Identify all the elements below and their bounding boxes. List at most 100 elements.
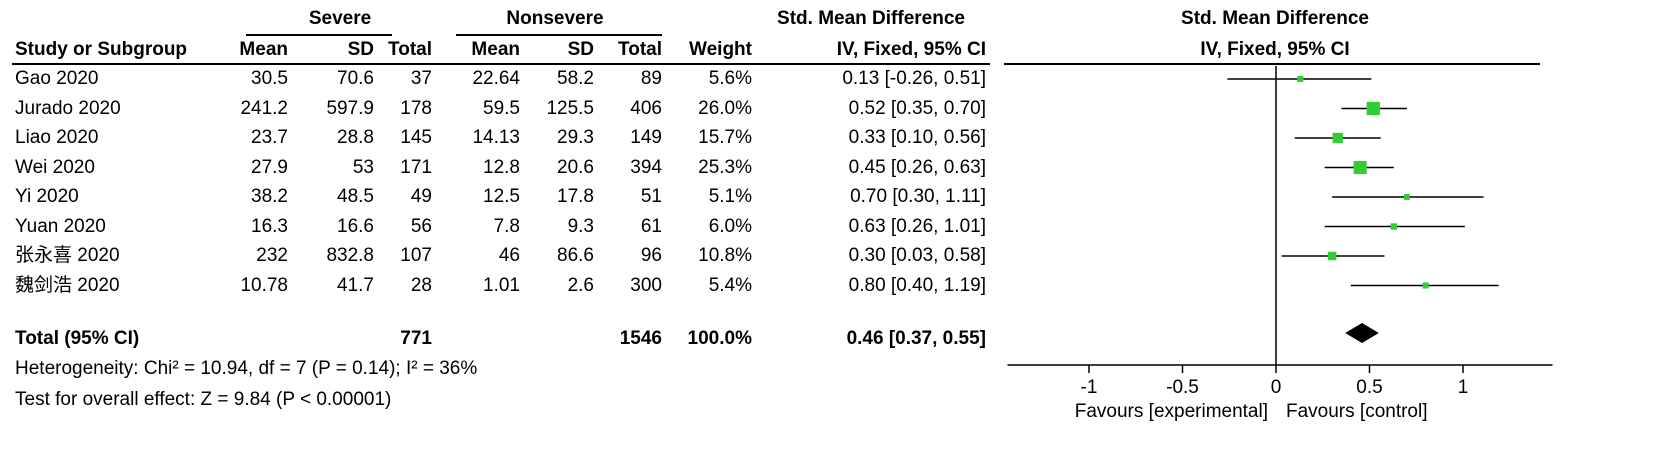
x-tick-label: -1 — [1081, 377, 1098, 398]
sd-severe-cell: 48.5 — [337, 186, 374, 207]
plot-header-rule — [1004, 63, 1540, 65]
study-marker — [1390, 223, 1397, 230]
smd-ci-cell: 0.30 [0.03, 0.58] — [848, 245, 986, 266]
total-ci: 0.46 [0.37, 0.55] — [846, 328, 986, 349]
total-severe-cell: 37 — [410, 68, 432, 89]
mean-severe-cell: 27.9 — [251, 156, 288, 178]
study-name-cell: Liao 2020 — [15, 127, 99, 148]
col-header-plot-method: IV, Fixed, 95% CI — [1200, 39, 1350, 60]
col-header-study: Study or Subgroup — [15, 39, 188, 60]
total-severe-cell: 145 — [400, 127, 432, 148]
table-header-rule — [12, 63, 990, 65]
study-name-cell: Wei 2020 — [15, 156, 95, 178]
total-nonsevere-cell: 51 — [640, 186, 662, 207]
smd-ci-cell: 0.52 [0.35, 0.70] — [848, 97, 986, 119]
study-name-cell: Gao 2020 — [15, 68, 99, 89]
smd-ci-cell: 0.33 [0.10, 0.56] — [848, 127, 986, 148]
study-marker — [1366, 101, 1380, 116]
study-name-cell: 魏剑浩 2020 — [15, 274, 120, 296]
study-marker — [1422, 282, 1429, 289]
study-name-cell: Jurado 2020 — [15, 97, 121, 119]
col-header-sd-severe: SD — [347, 39, 374, 60]
study-name-cell: Yi 2020 — [15, 186, 79, 207]
sd-severe-cell: 53 — [352, 156, 374, 178]
weight-cell: 5.4% — [708, 274, 752, 296]
sd-nonsevere-cell: 20.6 — [557, 156, 594, 178]
weight-cell: 26.0% — [698, 97, 752, 119]
total-nonsevere-cell: 394 — [630, 156, 662, 178]
total-severe-cell: 49 — [410, 186, 432, 207]
mean-severe-cell: 232 — [256, 245, 288, 266]
study-marker — [1297, 75, 1304, 83]
sd-nonsevere-cell: 125.5 — [546, 97, 594, 119]
total-nonsevere-cell: 149 — [630, 127, 662, 148]
weight-cell: 15.7% — [698, 127, 752, 148]
total-nonsevere-cell: 61 — [640, 215, 662, 237]
sd-severe-cell: 597.9 — [326, 97, 374, 119]
weight-cell: 10.8% — [698, 245, 752, 266]
nonsevere-header-rule — [456, 34, 662, 36]
x-tick-label: 0.5 — [1356, 377, 1382, 398]
total-severe-cell: 107 — [400, 245, 432, 266]
smd-ci-cell: 0.13 [-0.26, 0.51] — [842, 68, 986, 89]
total-nonsevere-cell: 406 — [630, 97, 662, 119]
group-header-severe: Severe — [308, 8, 372, 29]
mean-severe-cell: 23.7 — [251, 127, 288, 148]
sd-severe-cell: 832.8 — [326, 245, 374, 266]
group-header-nonsevere: Nonsevere — [506, 8, 604, 29]
summary-diamond — [1345, 323, 1379, 343]
overall-effect-text: Test for overall effect: Z = 9.84 (P < 0… — [15, 389, 392, 410]
weight-cell: 6.0% — [708, 215, 752, 237]
heterogeneity-text: Heterogeneity: Chi² = 10.94, df = 7 (P =… — [15, 358, 478, 379]
total-nonsevere-cell: 300 — [630, 274, 662, 296]
group-header-smd-table: Std. Mean Difference — [777, 8, 965, 29]
total-weight: 100.0% — [687, 328, 752, 349]
mean-nonsevere-cell: 22.64 — [472, 68, 520, 89]
sd-nonsevere-cell: 17.8 — [557, 186, 594, 207]
x-tick-label: 1 — [1458, 377, 1469, 398]
col-header-ci: IV, Fixed, 95% CI — [836, 39, 986, 60]
favours-left-label: Favours [experimental] — [1075, 401, 1268, 422]
sd-severe-cell: 41.7 — [337, 274, 374, 296]
total-severe-cell: 171 — [400, 156, 432, 178]
mean-severe-cell: 241.2 — [240, 97, 288, 119]
sd-nonsevere-cell: 9.3 — [567, 215, 594, 237]
sd-nonsevere-cell: 29.3 — [557, 127, 594, 148]
col-header-total-severe: Total — [388, 39, 432, 60]
sd-severe-cell: 28.8 — [337, 127, 374, 148]
total-severe-cell: 178 — [400, 97, 432, 119]
study-marker — [1403, 194, 1410, 200]
group-header-smd-plot: Std. Mean Difference — [1181, 8, 1369, 29]
mean-severe-cell: 10.78 — [240, 274, 288, 296]
mean-nonsevere-cell: 12.8 — [483, 156, 520, 178]
col-header-mean-nonsevere: Mean — [471, 39, 520, 60]
mean-nonsevere-cell: 12.5 — [483, 186, 520, 207]
mean-nonsevere-cell: 14.13 — [472, 127, 520, 148]
weight-cell: 5.6% — [708, 68, 752, 89]
total-nonsevere: 1546 — [619, 328, 662, 349]
smd-ci-cell: 0.45 [0.26, 0.63] — [848, 156, 986, 178]
study-name-cell: Yuan 2020 — [15, 215, 106, 237]
sd-nonsevere-cell: 2.6 — [567, 274, 594, 296]
smd-ci-cell: 0.80 [0.40, 1.19] — [848, 274, 986, 296]
sd-severe-cell: 16.6 — [337, 215, 374, 237]
x-tick-label: -0.5 — [1166, 377, 1199, 398]
smd-ci-cell: 0.70 [0.30, 1.11] — [850, 186, 986, 207]
mean-nonsevere-cell: 46 — [498, 245, 520, 266]
study-marker — [1332, 132, 1343, 144]
weight-cell: 5.1% — [708, 186, 752, 207]
sd-nonsevere-cell: 58.2 — [557, 68, 594, 89]
col-header-mean-severe: Mean — [239, 39, 288, 60]
smd-ci-cell: 0.63 [0.26, 1.01] — [848, 215, 986, 237]
sd-severe-cell: 70.6 — [337, 68, 374, 89]
x-tick-label: 0 — [1271, 377, 1282, 398]
weight-cell: 25.3% — [698, 156, 752, 178]
favours-right-label: Favours [control] — [1286, 401, 1428, 422]
total-label: Total (95% CI) — [15, 328, 140, 349]
total-severe-cell: 56 — [410, 215, 432, 237]
mean-severe-cell: 38.2 — [251, 186, 288, 207]
total-nonsevere-cell: 89 — [640, 68, 662, 89]
total-severe: 771 — [400, 328, 432, 349]
mean-nonsevere-cell: 59.5 — [483, 97, 520, 119]
